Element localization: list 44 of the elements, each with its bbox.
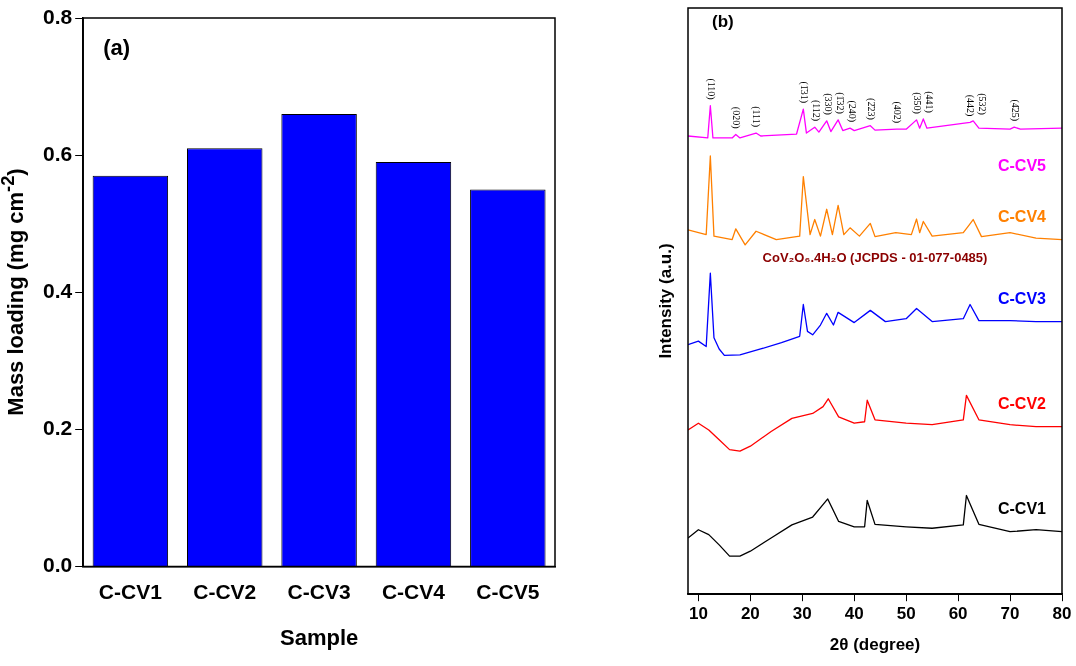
- x-tick-label: C-CV1: [98, 579, 163, 603]
- annotation: (111): [750, 106, 763, 128]
- x-tick-label: 10: [688, 604, 708, 624]
- annotation: (532): [976, 93, 989, 115]
- y-tick-label: 0.8: [42, 4, 73, 28]
- series-label: C-CV5: [997, 156, 1047, 174]
- y-tick-label: 0.4: [42, 279, 73, 302]
- annotation: (402): [891, 101, 904, 124]
- annotation: (1̄31): [797, 81, 810, 104]
- x-tick-label: C-CV4: [381, 579, 446, 603]
- x-tick-label: 20: [740, 604, 760, 624]
- x-tick-label: C-CV5: [476, 579, 540, 603]
- x-tick-label: 60: [948, 604, 968, 624]
- annotation: (441): [922, 91, 935, 113]
- annotation: (112): [809, 99, 822, 122]
- annotation: (442): [964, 94, 977, 117]
- annotation: CoV₂O₆.4H₂O (JCPDS - 01-077-0485): [762, 249, 988, 265]
- x-tick-label: 30: [792, 604, 812, 624]
- series-label: C-CV1: [997, 500, 1047, 518]
- x-tick-label: C-CV3: [287, 579, 351, 603]
- annotation: (330): [821, 93, 834, 115]
- x-axis-title: Sample: [279, 624, 359, 650]
- annotation: (4̄25): [1008, 99, 1021, 122]
- annotation: (1̄32): [833, 92, 846, 114]
- annotation: (a): [103, 35, 131, 61]
- annotation: (110): [704, 78, 717, 100]
- text: (b): [712, 12, 734, 32]
- x-axis-title: 2θ (degree): [829, 635, 921, 655]
- series-label: C-CV3: [997, 290, 1047, 308]
- annotation: (020): [730, 106, 743, 129]
- x-tick-label: 70: [1000, 604, 1020, 624]
- series-label: C-CV4: [997, 207, 1047, 225]
- y-axis-title: Intensity (a.u.): [656, 243, 676, 359]
- x-tick-label: C-CV2: [193, 579, 257, 603]
- annotation: (240): [845, 100, 858, 123]
- annotation: (350): [910, 92, 923, 114]
- y-tick-label: 0.6: [42, 141, 73, 165]
- y-tick-label: 0.2: [42, 416, 73, 440]
- annotation: (2̄23): [864, 98, 877, 120]
- series-label: C-CV2: [997, 395, 1047, 413]
- x-tick-label: 80: [1052, 604, 1072, 624]
- y-tick-label: 0.0: [42, 553, 73, 577]
- x-tick-label: 40: [844, 604, 864, 624]
- x-tick-label: 50: [896, 604, 916, 624]
